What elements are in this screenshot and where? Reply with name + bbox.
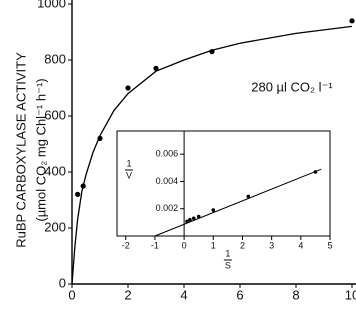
x-tick-label: 8 — [292, 287, 299, 302]
x-tick-label: 5 — [327, 240, 332, 250]
y-axis-units: (µmol CO₂ mg Chl⁻¹ h⁻¹) — [33, 78, 48, 221]
y_label-numerator: 1 — [126, 158, 131, 168]
fit-line — [71, 25, 353, 285]
y-tick-label: 0 — [59, 275, 66, 290]
y-tick-label: 0.004 — [156, 176, 179, 186]
x-tick-label: 0 — [68, 287, 75, 302]
x_label-numerator: 1 — [225, 248, 230, 258]
x-tick-label: 3 — [269, 240, 274, 250]
x-tick-label: 10 — [345, 287, 356, 302]
data-point — [188, 217, 192, 222]
y-tick-label: 400 — [44, 163, 66, 178]
data-point — [349, 18, 355, 24]
x-tick-label: 1 — [211, 240, 216, 250]
data-point — [246, 194, 251, 199]
x-tick-label: 4 — [180, 287, 187, 302]
y-tick-label: 1000 — [37, 0, 66, 10]
data-point — [196, 214, 201, 219]
data-point — [211, 208, 216, 212]
fit-line — [154, 168, 322, 237]
x-tick-label: 2 — [240, 240, 245, 250]
y_label-denominator: V — [126, 170, 132, 180]
y-tick-label: 200 — [44, 219, 66, 234]
x_label-denominator: S — [225, 260, 231, 270]
y-tick-label: 600 — [44, 107, 66, 122]
annotation: 280 µl CO₂ l⁻¹ — [251, 79, 333, 94]
data-point — [153, 65, 159, 71]
x-tick-label: 4 — [298, 240, 303, 250]
x-tick-label: 2 — [124, 287, 131, 302]
y-axis-label: RuBP CARBOXYLASE ACTIVITY — [13, 52, 28, 248]
data-point — [75, 191, 81, 197]
data-point — [125, 85, 131, 91]
x-tick-label: -2 — [122, 240, 130, 250]
inset-frame — [116, 130, 331, 237]
y-tick-label: 800 — [44, 51, 66, 66]
x-tick-label: 6 — [236, 287, 243, 302]
x-tick-label: -1 — [151, 240, 159, 250]
y-tick-label: 0.002 — [156, 203, 179, 213]
data-point — [191, 216, 196, 221]
y-tick-label: 0.006 — [156, 149, 179, 159]
x-tick-label: 0 — [182, 240, 187, 250]
